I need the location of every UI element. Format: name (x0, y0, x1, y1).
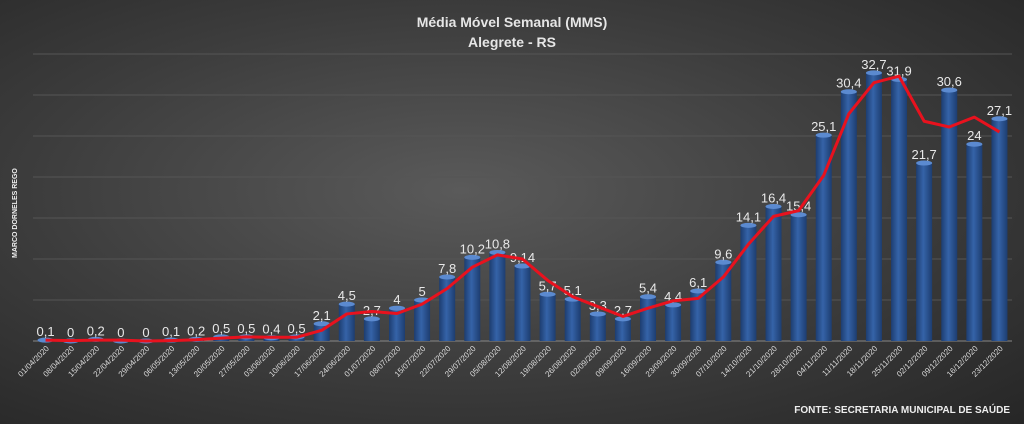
bar (891, 79, 908, 342)
data-label: 25,1 (811, 119, 836, 134)
bar-top (865, 70, 882, 76)
bar (414, 300, 431, 341)
data-label: 30,4 (836, 76, 861, 91)
data-label: 10,8 (485, 236, 510, 251)
bar (765, 206, 782, 341)
data-label: 6,1 (689, 275, 707, 290)
bar (790, 214, 807, 341)
bar-top (489, 249, 506, 255)
data-label: 4 (393, 292, 400, 307)
bar-top (815, 132, 832, 138)
data-label: 0,1 (162, 324, 180, 339)
data-label: 0 (117, 325, 124, 340)
bar (665, 304, 682, 341)
trend-line (45, 74, 1001, 343)
bar (840, 91, 857, 341)
data-label: 0,4 (262, 322, 280, 337)
bar (539, 294, 556, 341)
data-label: 2,1 (313, 308, 331, 323)
data-label: 10,2 (460, 241, 485, 256)
data-label: 5 (418, 284, 425, 299)
bar-top (840, 89, 857, 95)
bar-top (941, 87, 958, 93)
data-label: 0,2 (87, 323, 105, 338)
bar-top (313, 321, 330, 327)
bar-top (363, 316, 380, 322)
bar-top (966, 141, 983, 147)
data-label: 0,5 (237, 321, 255, 336)
bar-top (464, 254, 481, 260)
title-line: Média Móvel Semanal (MMS) (416, 14, 608, 30)
data-label: 30,6 (937, 74, 962, 89)
data-label: 24 (967, 128, 981, 143)
data-label: 27,1 (987, 103, 1012, 118)
bar-top (640, 294, 657, 300)
data-label: 0,2 (187, 323, 205, 338)
data-label: 0,5 (212, 321, 230, 336)
bar (966, 144, 983, 341)
source-note: FONTE: SECRETARIA MUNICIPAL DE SAÚDE (794, 405, 1010, 416)
bar-top (388, 305, 405, 311)
data-label: 14,1 (736, 209, 761, 224)
bar-top (715, 259, 732, 265)
data-label: 0,5 (288, 321, 306, 336)
bar (589, 313, 606, 341)
bar (815, 135, 832, 341)
data-label: 16,4 (761, 191, 786, 206)
bar (464, 257, 481, 341)
bar-top (539, 291, 556, 297)
bar (614, 318, 631, 341)
data-label: 7,8 (438, 261, 456, 276)
bar (916, 163, 933, 341)
bar-top (765, 204, 782, 210)
data-label: 0 (67, 325, 74, 340)
bar-top (439, 274, 456, 280)
bar (991, 118, 1008, 341)
data-label: 31,9 (886, 63, 911, 78)
chart-title: Média Móvel Semanal (MMS) Alegrete - RS (0, 12, 1024, 52)
bar (363, 318, 380, 341)
bar (489, 252, 506, 341)
bar (439, 277, 456, 341)
data-label: 5,4 (639, 281, 657, 296)
bar (690, 290, 707, 341)
bar (865, 72, 882, 342)
data-label: 0,1 (37, 324, 55, 339)
data-label: 4,5 (338, 288, 356, 303)
bar-top (589, 311, 606, 317)
bar-top (690, 288, 707, 294)
bar-top (916, 160, 933, 166)
bar-top (991, 116, 1008, 122)
bar (740, 225, 757, 341)
bar-top (338, 301, 355, 307)
bar-top (665, 302, 682, 308)
data-label: 21,7 (911, 147, 936, 162)
bar (388, 308, 405, 341)
bar (338, 304, 355, 341)
bar (941, 90, 958, 341)
bar (564, 299, 581, 341)
bar-top (514, 263, 531, 269)
data-label: 9,6 (714, 246, 732, 261)
data-label: 32,7 (861, 57, 886, 72)
bar (715, 262, 732, 341)
bar-top (614, 316, 631, 322)
bar (514, 266, 531, 341)
bar (640, 296, 657, 341)
subtitle-line: Alegrete - RS (468, 34, 556, 50)
bar-top (790, 212, 807, 218)
bar-top (740, 222, 757, 228)
data-label: 0 (142, 325, 149, 340)
